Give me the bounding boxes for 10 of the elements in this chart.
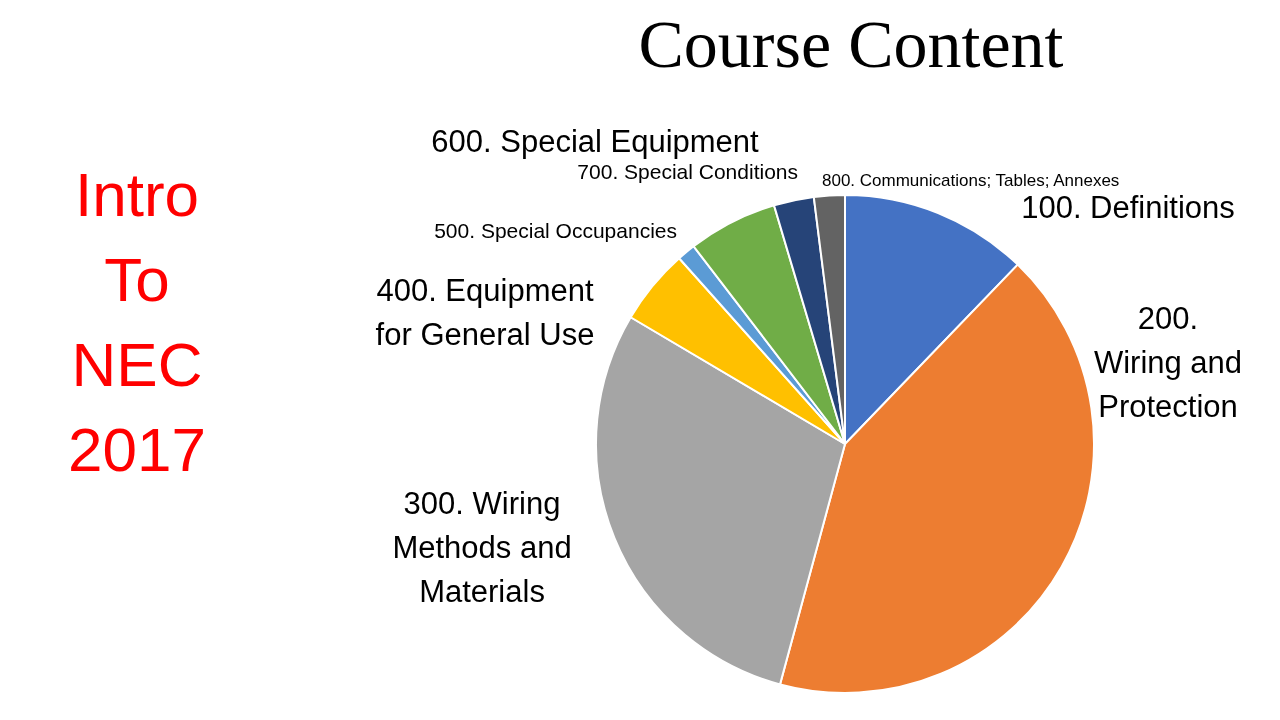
text: Intro To NEC 2017 (68, 160, 206, 484)
slice-label: 400. Equipment for General Use (375, 273, 595, 352)
chart-title: Course Content (638, 6, 1064, 82)
slice-label: 600. Special Equipment (431, 124, 760, 159)
slice-label: 200. Wiring and Protection (1093, 301, 1243, 424)
slice-label: 700. Special Conditions (577, 160, 798, 183)
slice-label: 100. Definitions (1021, 190, 1235, 225)
slice-label: 300. Wiring Methods and Materials (392, 486, 572, 609)
slice-label: 500. Special Occupancies (434, 219, 677, 242)
slice-label: 800. Communications; Tables; Annexes (822, 171, 1120, 190)
